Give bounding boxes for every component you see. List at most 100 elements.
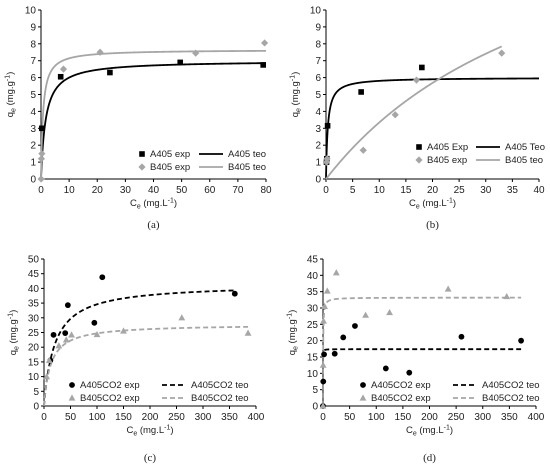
legend-label: A405 Exp (427, 142, 468, 153)
legend-marker (69, 382, 75, 388)
x-axis-label-unit: (mg.L (141, 198, 168, 209)
x-axis-label-close: ) (450, 425, 453, 436)
x-tick-label: 30 (120, 185, 132, 196)
data-point (324, 122, 331, 129)
y-axis-label-main: q (5, 112, 16, 117)
x-tick-label: 50 (176, 185, 188, 196)
data-point (37, 175, 45, 183)
x-axis-label-exp: -1 (447, 198, 453, 205)
y-axis-label-main: q (8, 350, 19, 355)
y-tick-label: 5 (33, 387, 39, 398)
data-point (55, 342, 63, 349)
y-axis-label: qe (mg.g-1) (8, 310, 21, 356)
x-axis-label-sub: e (413, 431, 417, 438)
x-axis-label-main: C (130, 198, 137, 209)
y-axis-label-main: q (290, 112, 301, 117)
series-curve (43, 325, 249, 407)
legend-label: A405CO2 exp (371, 380, 431, 391)
x-tick-label: 300 (474, 412, 491, 423)
legend: A405 exp A405 teo B405 exp B405 teo (138, 149, 266, 173)
legend: A405CO2 exp A405CO2 teo B405CO2 exp B405CO2… (68, 380, 249, 404)
y-axis-label-sub: e (293, 346, 300, 350)
y-tick-label: 2 (30, 141, 36, 152)
x-tick-label: 10 (374, 185, 386, 196)
y-tick-label: 15 (28, 357, 40, 368)
y-axis-label: qe (mg.g-1) (5, 72, 18, 118)
y-tick-label: 7 (315, 56, 321, 67)
y-tick-label: 30 (307, 304, 319, 315)
data-point (68, 331, 75, 338)
series-curve (322, 348, 522, 406)
x-axis-label-exp: -1 (444, 425, 450, 432)
data-point (260, 39, 269, 47)
x-axis-label-close: ) (453, 198, 456, 209)
y-tick-label: 20 (307, 336, 319, 347)
x-axis-label-exp: -1 (164, 425, 170, 432)
x-tick-label: 0 (323, 185, 329, 196)
legend-label: B405 exp (150, 162, 190, 173)
x-tick-label: 350 (501, 412, 518, 423)
x-axis-label: Ce (mg.L-1) (126, 425, 173, 438)
y-tick-label: 1 (315, 158, 321, 169)
legend-label: A405CO2 teo (191, 380, 249, 391)
y-axis-label-sub: e (11, 108, 18, 112)
data-point (38, 150, 46, 158)
y-tick-label: 9 (315, 22, 321, 33)
y-tick-label: 2 (315, 141, 321, 152)
y-tick-label: 5 (312, 385, 318, 396)
x-tick-label: 10 (64, 185, 76, 196)
data-point (62, 330, 69, 336)
x-axis-label-sub: e (137, 204, 141, 211)
legend-marker (138, 163, 146, 171)
x-axis-label-unit: (mg.L (417, 425, 444, 436)
y-axis-label-unit: (mg.g (5, 81, 16, 108)
data-point (359, 146, 367, 154)
y-axis-label-exp: -1 (290, 75, 297, 81)
data-point (260, 62, 266, 68)
data-point (352, 323, 358, 329)
x-axis-label-unit: (mg.L (420, 198, 447, 209)
legend-label: B405 exp (427, 155, 467, 166)
y-axis-label-exp: -1 (5, 75, 12, 81)
data-point (358, 89, 364, 95)
data-point (406, 369, 413, 376)
legend-label: B405 teo (228, 162, 266, 173)
x-tick-label: 15 (400, 185, 412, 196)
data-point (323, 155, 331, 163)
x-tick-label: 0 (320, 412, 326, 423)
panel-caption: (c) (144, 452, 157, 464)
y-axis-label-close: ) (290, 72, 301, 75)
y-axis-label-sub: e (14, 346, 21, 350)
data-point (340, 334, 347, 341)
legend-label: B405 teo (505, 155, 543, 166)
y-tick-label: 25 (307, 320, 319, 331)
legend: A405 Exp A405 Teo B405 exp B405 teo (415, 142, 545, 166)
legend-marker (139, 151, 145, 157)
y-tick-label: 50 (28, 255, 40, 266)
data-point (323, 287, 331, 294)
y-tick-label: 5 (30, 90, 36, 101)
y-tick-label: 40 (307, 271, 319, 282)
data-point (321, 302, 328, 309)
legend-label: B405CO2 teo (191, 393, 249, 404)
y-axis-label-main: q (287, 350, 298, 355)
legend-label: A405 teo (228, 149, 266, 160)
x-tick-label: 400 (248, 412, 265, 423)
data-point (192, 49, 200, 57)
data-point (321, 351, 327, 358)
x-axis-label-main: C (126, 425, 133, 436)
y-tick-label: 0 (315, 175, 321, 186)
data-point (362, 311, 369, 318)
y-axis-label-unit: (mg.g (8, 319, 19, 346)
chart-panel-c: 0 5 10 15 20 25 30 35 40 45 50 0 50 100 150 200 250 300 35… (8, 255, 265, 465)
x-tick-label: 40 (148, 185, 160, 196)
y-tick-label: 4 (315, 107, 321, 118)
data-point (93, 330, 101, 338)
x-axis-label: Ce (mg.L-1) (406, 425, 453, 438)
data-point (177, 59, 184, 66)
x-tick-label: 50 (65, 412, 77, 423)
x-tick-label: 60 (204, 185, 216, 196)
x-tick-label: 300 (195, 412, 212, 423)
